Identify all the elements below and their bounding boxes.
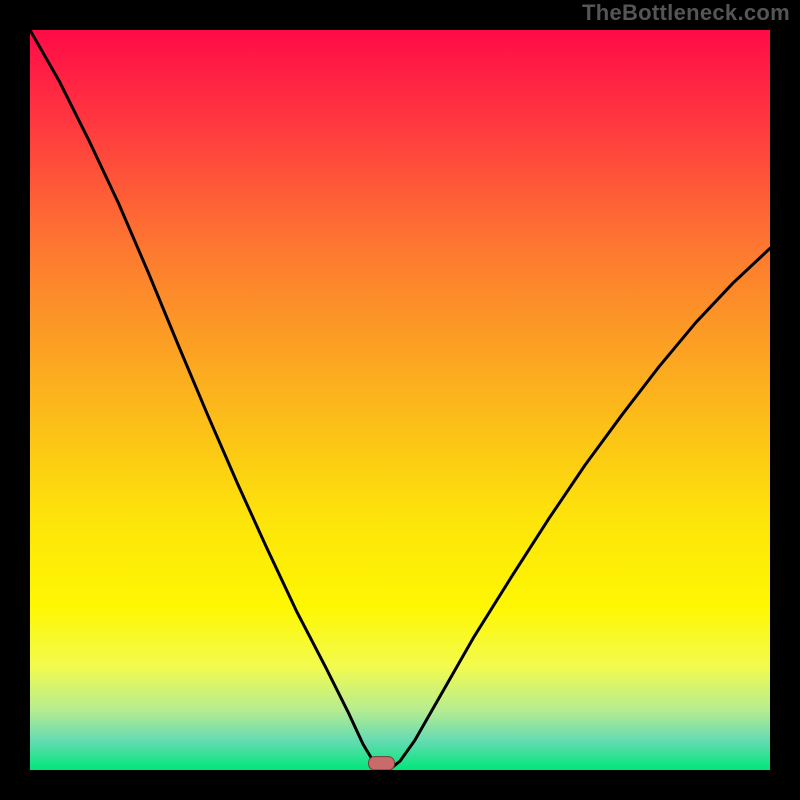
bottleneck-chart-svg (30, 30, 770, 770)
plot-area (30, 30, 770, 770)
watermark-text: TheBottleneck.com (582, 0, 790, 26)
gradient-background (30, 30, 770, 770)
chart-frame: TheBottleneck.com (0, 0, 800, 800)
optimum-marker (369, 757, 395, 770)
